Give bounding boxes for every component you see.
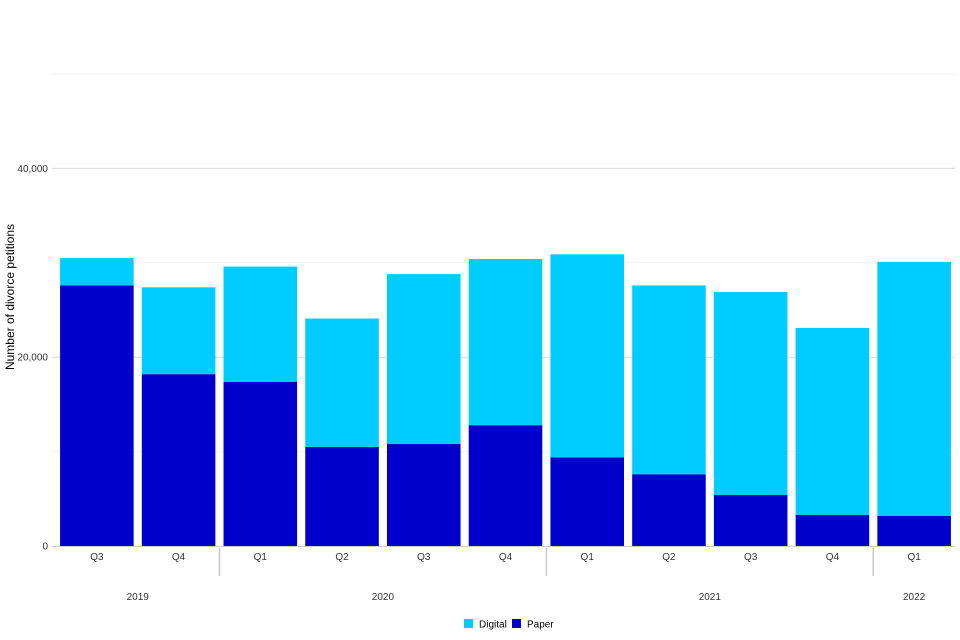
x-tick-label-quarter: Q2 — [335, 552, 349, 563]
bar-paper-3 — [305, 446, 379, 546]
legend-label-paper: Paper — [527, 620, 554, 631]
x-tick-label-quarter: Q4 — [499, 552, 513, 563]
x-year-label: 2020 — [372, 592, 395, 603]
bar-digital-4 — [386, 274, 461, 445]
x-tick-label-quarter: Q3 — [90, 552, 104, 563]
bar-digital-10 — [877, 261, 951, 516]
bar-paper-10 — [877, 515, 951, 546]
x-year-label: 2021 — [699, 592, 722, 603]
bar-digital-8 — [713, 292, 788, 496]
y-tick-label: 0 — [42, 542, 48, 553]
x-year-label: 2022 — [903, 592, 926, 603]
bar-digital-0 — [60, 258, 134, 286]
x-tick-label-quarter: Q1 — [581, 552, 595, 563]
legend-swatch-digital — [464, 619, 473, 628]
bar-paper-8 — [713, 495, 788, 546]
legend: Digital Paper — [464, 619, 554, 631]
x-tick-label-quarter: Q4 — [826, 552, 840, 563]
bar-digital-7 — [632, 285, 706, 475]
legend-label-digital: Digital — [479, 620, 507, 631]
x-tick-label-quarter: Q3 — [417, 552, 431, 563]
bar-paper-2 — [223, 381, 298, 546]
axes: 0 20,000 40,000 Q3 Q4 Q1 Q2 Q3 Q4 Q1 Q2 Q3 Q4 Q1 2019 2… — [17, 164, 955, 603]
bar-digital-2 — [223, 266, 298, 382]
legend-swatch-paper — [512, 619, 521, 628]
x-tick-label-quarter: Q3 — [744, 552, 758, 563]
bar-digital-9 — [795, 327, 870, 515]
y-axis-label: Number of divorce petitions — [3, 224, 17, 370]
x-tick-label-quarter: Q1 — [907, 552, 921, 563]
x-tick-label-quarter: Q4 — [172, 552, 186, 563]
bar-digital-6 — [550, 254, 625, 458]
bar-paper-1 — [141, 374, 216, 546]
bar-paper-4 — [386, 444, 461, 546]
x-tick-label-quarter: Q1 — [254, 552, 268, 563]
bar-paper-7 — [632, 474, 706, 546]
x-tick-label-quarter: Q2 — [662, 552, 676, 563]
bar-digital-1 — [141, 287, 216, 375]
bar-digital-5 — [468, 259, 543, 426]
x-year-label: 2019 — [127, 592, 150, 603]
bar-paper-0 — [60, 285, 134, 546]
bars — [60, 254, 951, 546]
bar-paper-6 — [550, 457, 625, 546]
y-tick-label: 40,000 — [17, 164, 48, 175]
bar-paper-9 — [795, 514, 870, 546]
y-tick-label: 20,000 — [17, 353, 48, 364]
bar-paper-5 — [468, 425, 543, 546]
bar-digital-3 — [305, 318, 379, 447]
